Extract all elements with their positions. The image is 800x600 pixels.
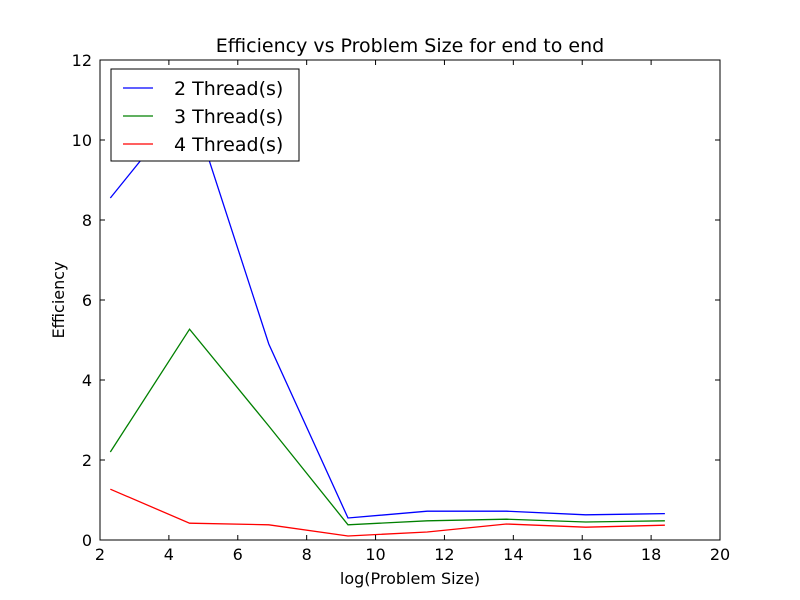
y-tick-label: 10 [72,131,92,150]
y-tick-label: 4 [82,371,92,390]
legend: 2 Thread(s) 3 Thread(s) 4 Thread(s) [110,68,300,162]
y-tick-label: 8 [82,211,92,230]
y-tick-label: 2 [82,451,92,470]
x-tick-label: 16 [572,545,592,564]
legend-box [110,68,300,162]
y-tick-label: 0 [82,531,92,550]
legend-label: 3 Thread(s) [174,106,283,128]
x-tick-label: 12 [434,545,454,564]
y-axis-label: Efficiency [49,261,68,338]
y-tick-label: 12 [72,51,92,70]
x-tick-label: 10 [365,545,385,564]
x-tick-label: 2 [95,545,105,564]
legend-label: 4 Thread(s) [174,134,283,156]
series-line-4-threads [110,488,665,537]
x-tick-label: 6 [233,545,243,564]
x-axis-label: log(Problem Size) [340,569,480,588]
chart-title: Efficiency vs Problem Size for end to en… [216,35,604,57]
x-tick-label: 4 [164,545,174,564]
x-tick-label: 14 [503,545,523,564]
legend-label: 2 Thread(s) [174,78,283,100]
x-tick-label: 20 [710,545,730,564]
x-tick-label: 8 [302,545,312,564]
series-line-3-threads [109,328,665,526]
y-tick-label: 6 [82,291,92,310]
x-tick-label: 18 [641,545,661,564]
